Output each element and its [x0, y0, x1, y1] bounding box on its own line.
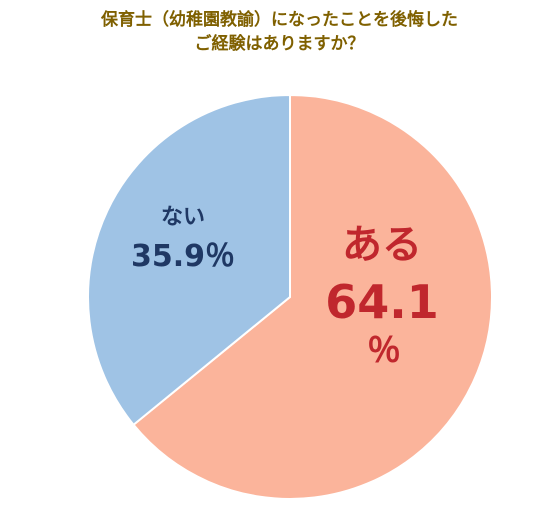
slice-label-aru: ある	[342, 222, 422, 268]
pie-slice-nai	[87, 93, 291, 427]
slice-label-nai: ない	[161, 205, 205, 230]
slice-unit-aru: ％	[367, 331, 401, 371]
slice-value-nai: 35.9％	[131, 239, 235, 274]
pie-slice-aru	[132, 93, 493, 500]
chart-title: 保育士（幼稚園教諭）になったことを後悔した ご経験はありますか？	[0, 8, 559, 56]
chart-title-line-1: 保育士（幼稚園教諭）になったことを後悔した	[101, 10, 458, 30]
chart-title-line-2: ご経験はありますか？	[194, 34, 365, 54]
slice-value-aru: 64.1	[325, 275, 439, 329]
